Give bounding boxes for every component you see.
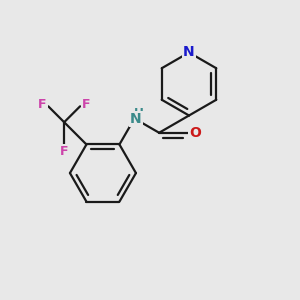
Text: F: F xyxy=(82,98,90,111)
Text: N: N xyxy=(130,112,142,126)
Text: O: O xyxy=(189,126,201,140)
Text: H: H xyxy=(134,106,144,120)
Text: N: N xyxy=(183,46,195,59)
Text: F: F xyxy=(38,98,46,111)
Text: F: F xyxy=(60,145,68,158)
